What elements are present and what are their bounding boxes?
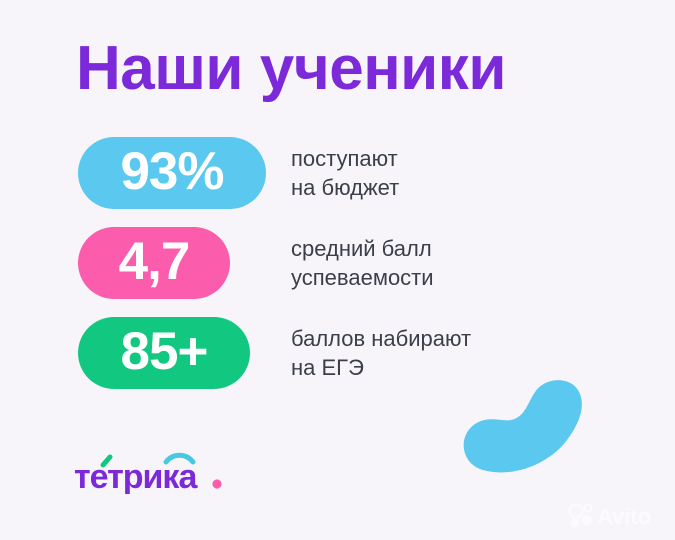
stat-badge-percent: 93%: [78, 137, 266, 209]
stat-label: поступают на бюджет: [291, 145, 400, 200]
logo-arc-icon: [163, 452, 196, 465]
stat-badge-average-grade: 4,7: [78, 227, 230, 299]
logo-accent-icon: [100, 454, 113, 468]
logo-dot-icon: [212, 479, 222, 489]
avito-watermark-text: Avito: [597, 504, 651, 529]
stat-value: 85+: [120, 321, 209, 381]
avito-watermark: Avito: [568, 503, 651, 529]
stat-row: 85+ баллов набирают на ЕГЭ: [78, 317, 471, 389]
page-title: Наши ученики: [76, 34, 506, 103]
stat-value: 93%: [120, 141, 224, 201]
logo-wordmark: тетрика: [74, 458, 198, 494]
stat-label: средний балл успеваемости: [291, 235, 434, 290]
stat-label: баллов набирают на ЕГЭ: [291, 325, 472, 380]
stat-row: 93% поступают на бюджет: [78, 137, 399, 209]
stat-badge-ege-score: 85+: [78, 317, 250, 389]
stat-value: 4,7: [118, 231, 191, 291]
stat-row: 4,7 средний балл успеваемости: [78, 227, 434, 299]
brand-logo: тетрика: [74, 452, 222, 494]
blue-banana-shape: [463, 380, 582, 473]
